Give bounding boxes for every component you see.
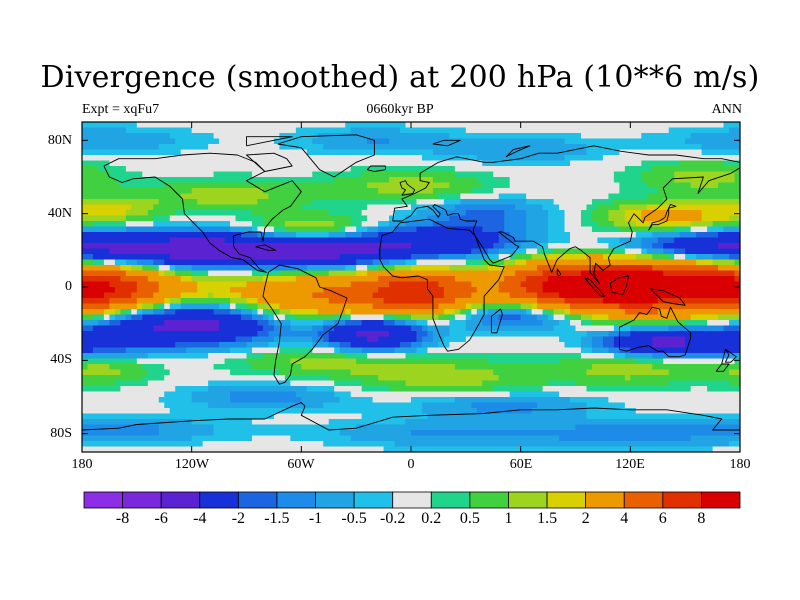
colorbar-label: -0.2 <box>380 510 406 527</box>
coastline-eurasia <box>392 145 740 284</box>
colorbar-label: 2 <box>581 510 590 527</box>
colorbar-swatch <box>430 491 471 509</box>
coastline-novaya-zemlya <box>505 145 531 158</box>
colorbar-label: 6 <box>658 510 667 527</box>
lat-tick-label: 80N <box>47 133 72 148</box>
colorbar-swatch <box>508 491 548 509</box>
colorbar-swatch <box>392 491 432 509</box>
lat-tick-label: 40S <box>50 352 72 367</box>
coastline-cuba <box>255 244 277 251</box>
coastline-new-guinea <box>650 288 686 306</box>
colorbar-label: 4 <box>620 510 629 527</box>
coastline-baffin-island <box>246 152 293 172</box>
colorbar-label: 0.5 <box>459 510 480 527</box>
lon-tick-label: 120E <box>615 457 645 472</box>
coastline-australia <box>618 306 692 358</box>
lat-tick-label: 80S <box>50 426 72 441</box>
time-label: 0660kyr BP <box>366 102 434 117</box>
colorbar-swatch <box>122 491 162 509</box>
coastline-ellesmere-island <box>246 136 293 147</box>
colorbar-label: 1 <box>504 510 513 527</box>
season-label: ANN <box>711 102 742 117</box>
lon-tick-label: 180 <box>729 457 751 472</box>
colorbar-swatch <box>585 491 625 509</box>
coastline-new-zealand <box>715 348 737 372</box>
coastline-iceland <box>366 165 386 172</box>
colorbar-swatch <box>546 491 587 509</box>
colorbar-label: -6 <box>154 510 168 527</box>
colorbar-label: -1.5 <box>264 510 290 527</box>
lon-tick-label: 120W <box>174 457 210 472</box>
colorbar-swatch <box>662 491 702 509</box>
coastline-antarctica <box>82 402 740 431</box>
chart-title: Divergence (smoothed) at 200 hPa (10**6 … <box>40 60 760 95</box>
lat-tick-label: 40N <box>47 206 72 221</box>
experiment-label: Expt = xqFu7 <box>82 102 160 117</box>
colorbar-swatch <box>276 491 316 509</box>
colorbar-label: 8 <box>697 510 706 527</box>
colorbar-swatch <box>83 491 123 509</box>
colorbar-swatch <box>199 491 239 509</box>
lon-tick-label: 180 <box>71 457 93 472</box>
colorbar <box>83 491 741 509</box>
colorbar-swatch <box>623 491 664 509</box>
coastlines <box>82 134 740 431</box>
colorbar-swatch <box>237 491 278 509</box>
coastline-svalbard <box>432 139 461 147</box>
colorbar-swatch <box>353 491 394 509</box>
divergence-field <box>82 122 740 452</box>
coastline-greenland <box>277 134 375 178</box>
lat-tick-label: 0 <box>65 279 72 294</box>
coastline-sumatra <box>584 277 606 297</box>
coastline-africa <box>379 218 505 352</box>
coastline-madagascar <box>490 308 503 334</box>
coastline-borneo <box>609 275 629 295</box>
coastline-south-america <box>262 264 348 385</box>
colorbar-label: -8 <box>115 510 130 527</box>
colorbar-swatch <box>160 491 201 509</box>
colorbar-swatch <box>701 491 741 509</box>
colorbar-swatch <box>469 491 509 509</box>
lon-tick-label: 60W <box>287 457 315 472</box>
lon-tick-label: 0 <box>407 457 415 472</box>
colorbar-label: 0.2 <box>421 510 442 527</box>
coastline-great-britain <box>399 180 416 196</box>
coastline-japan <box>648 204 677 231</box>
colorbar-label: -2 <box>231 510 246 527</box>
colorbar-label: 1.5 <box>537 510 558 527</box>
colorbar-label: -1 <box>308 510 323 527</box>
lon-tick-label: 60E <box>509 457 533 472</box>
colorbar-label: -0.5 <box>341 510 367 527</box>
colorbar-label: -4 <box>193 510 207 527</box>
coastline-sri-lanka <box>556 268 562 277</box>
colorbar-swatch <box>315 491 355 509</box>
